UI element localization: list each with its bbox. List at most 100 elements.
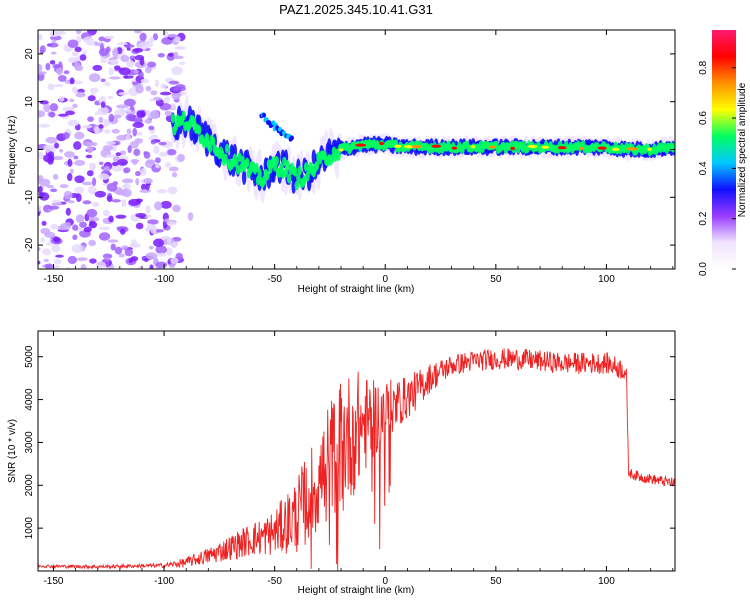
spectrogram-noise-cell [99, 44, 105, 52]
spectrogram-noise-cell [129, 55, 137, 61]
spectrogram-x-tick-label: -50 [267, 274, 282, 285]
spectrogram-peak-cell [403, 145, 415, 149]
spectrogram-ridge-cell [286, 173, 292, 184]
spectrogram-noise-cell [174, 36, 181, 43]
colorbar-tick-label: 0.4 [698, 161, 709, 175]
spectrogram-noise-cell [133, 117, 143, 124]
spectrogram-noise-cell [168, 263, 176, 268]
spectrogram-noise-cell [140, 78, 149, 84]
spectrogram-noise-cell [64, 221, 71, 227]
snr-x-label: Height of straight line (km) [298, 585, 415, 596]
spectrogram-peak-cell [612, 147, 620, 151]
spectrogram-noise-cell [82, 141, 93, 147]
spectrogram-noise-cell [144, 65, 152, 74]
spectrogram-noise-cell [134, 138, 144, 144]
spectrogram-noise-cell [86, 41, 96, 46]
spectrogram-noise-cell [47, 83, 55, 91]
snr-y-ticks: 1000 2000 3000 4000 5000 [24, 345, 675, 539]
spectrogram-noise-cell [87, 185, 97, 195]
spectrogram-noise-cell [138, 71, 144, 78]
spectrogram-noise-cell [44, 263, 54, 269]
spectrogram-noise-cell [149, 264, 154, 269]
spectrogram-noise-cell [103, 35, 115, 40]
spectrogram-noise-cell [67, 158, 73, 167]
spectrogram-noise-cell [108, 113, 115, 123]
spectrogram-noise-cell [174, 46, 187, 50]
spectrogram-noise-cell [172, 87, 181, 92]
spectrogram-marks [38, 30, 675, 269]
spectrogram-x-tick-label: 100 [598, 274, 615, 285]
spectrogram-noise-cell [71, 244, 84, 254]
spectrogram-noise-cell [59, 184, 69, 189]
spectrogram-noise-cell [123, 167, 131, 174]
spectrogram-noise-cell [111, 199, 121, 203]
spectrogram-noise-cell [135, 85, 144, 94]
spectrogram-noise-cell [63, 190, 73, 200]
spectrogram-noise-cell [134, 30, 142, 34]
spectrogram-peak-cell [394, 144, 402, 148]
spectrogram-noise-cell [168, 166, 179, 172]
spectrogram-peak-cell [338, 148, 344, 152]
spectrogram-noise-cell [75, 91, 86, 98]
spectrogram-noise-cell [98, 116, 104, 124]
spectrogram-y-tick-label: 0 [24, 146, 35, 152]
spectrogram-noise-cell [73, 141, 82, 150]
spectrogram-noise-cell [167, 149, 177, 156]
spectrogram-noise-cell [55, 67, 63, 76]
spectrogram-noise-cell [167, 186, 178, 195]
spectrogram-noise-cell [74, 80, 83, 85]
spectrogram-noise-cell [166, 237, 172, 245]
spectrogram-noise-cell [145, 205, 151, 214]
spectrogram-noise-cell [127, 145, 132, 154]
spectrogram-noise-cell [94, 190, 107, 198]
spectrogram-peak-cell [527, 144, 538, 149]
spectrogram-peak-cell [355, 143, 367, 147]
spectrogram-noise-cell [135, 177, 140, 186]
spectrogram-noise-cell [132, 122, 144, 128]
spectrogram-noise-cell [67, 255, 77, 265]
spectrogram-x-tick-label: 50 [490, 274, 502, 285]
spectrogram-noise-cell [79, 221, 88, 228]
spectrogram-noise-cell [51, 244, 61, 253]
spectrogram-noise-cell [108, 76, 121, 80]
spectrogram-noise-cell [40, 237, 46, 243]
spectrogram-noise-cell [143, 178, 153, 184]
spectrogram-x-ticks: -150 -100 -50 0 50 100 [43, 30, 674, 285]
spectrogram-noise-cell [155, 261, 168, 269]
spectrogram-noise-cell [76, 257, 88, 262]
spectrogram-noise-cell [160, 83, 168, 89]
spectrogram-ridge-cell [289, 135, 294, 141]
spectrogram-noise-cell [120, 228, 126, 235]
spectrogram-noise-cell [118, 253, 125, 258]
spectrogram-noise-cell [81, 181, 93, 186]
spectrogram-noise-cell [135, 222, 144, 230]
spectrogram-noise-cell [148, 245, 154, 250]
spectrogram-noise-cell [125, 113, 135, 121]
snr-y-tick-label: 5000 [24, 345, 35, 368]
spectrogram-noise-cell [48, 111, 56, 118]
spectrogram-peak-cell [541, 145, 550, 149]
spectrogram-noise-cell [126, 47, 131, 51]
spectrogram-noise-cell [172, 204, 181, 213]
spectrogram-noise-cell [150, 225, 157, 234]
spectrogram-noise-cell [38, 185, 43, 194]
spectrogram-noise-cell [39, 49, 45, 55]
snr-y-tick-label: 2000 [24, 474, 35, 497]
spectrogram-noise-cell [88, 73, 101, 83]
spectrogram-ridge-cell [254, 162, 259, 173]
spectrogram-noise-cell [118, 67, 131, 76]
spectrogram-noise-cell [67, 39, 79, 48]
spectrogram-noise-cell [139, 189, 152, 193]
spectrogram-noise-cell [79, 54, 87, 61]
spectrogram-noise-cell [115, 214, 127, 219]
spectrogram-noise-cell [134, 170, 142, 177]
spectrogram-noise-cell [120, 54, 130, 63]
spectrogram-ridge-cell [283, 167, 289, 178]
spectrogram-peak-cell [451, 146, 458, 150]
spectrogram-noise-cell [133, 48, 144, 53]
spectrogram-noise-cell [130, 256, 139, 262]
spectrogram-noise-cell [50, 223, 59, 230]
spectrogram-noise-cell [90, 142, 98, 147]
